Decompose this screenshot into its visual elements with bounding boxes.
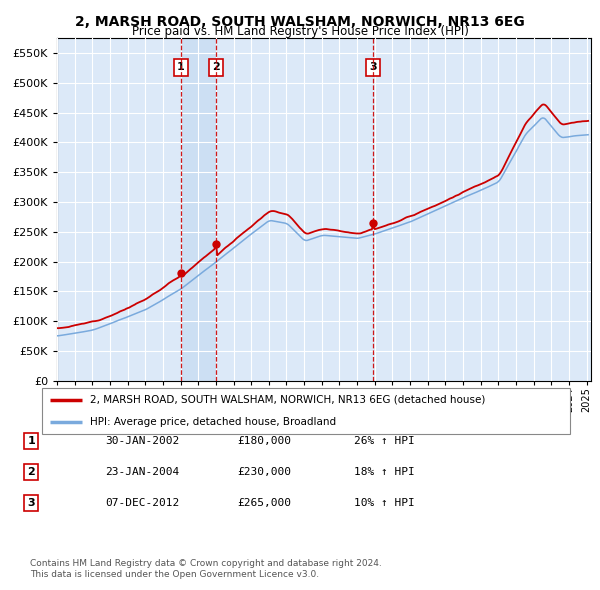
Text: 2, MARSH ROAD, SOUTH WALSHAM, NORWICH, NR13 6EG: 2, MARSH ROAD, SOUTH WALSHAM, NORWICH, N… (75, 15, 525, 29)
Text: 10% ↑ HPI: 10% ↑ HPI (354, 498, 415, 507)
Text: 23-JAN-2004: 23-JAN-2004 (105, 467, 179, 477)
Bar (181, 38, 216, 381)
Text: Contains HM Land Registry data © Crown copyright and database right 2024.: Contains HM Land Registry data © Crown c… (30, 559, 382, 568)
Text: £180,000: £180,000 (237, 437, 291, 446)
Text: 2, MARSH ROAD, SOUTH WALSHAM, NORWICH, NR13 6EG (detached house): 2, MARSH ROAD, SOUTH WALSHAM, NORWICH, N… (89, 395, 485, 405)
Text: 30-JAN-2002: 30-JAN-2002 (105, 437, 179, 446)
Text: HPI: Average price, detached house, Broadland: HPI: Average price, detached house, Broa… (89, 417, 335, 427)
Text: 18% ↑ HPI: 18% ↑ HPI (354, 467, 415, 477)
Text: 26% ↑ HPI: 26% ↑ HPI (354, 437, 415, 446)
Text: This data is licensed under the Open Government Licence v3.0.: This data is licensed under the Open Gov… (30, 571, 319, 579)
Text: 3: 3 (370, 63, 377, 73)
Text: 1: 1 (28, 437, 35, 446)
Text: 3: 3 (28, 498, 35, 507)
Text: 2: 2 (212, 63, 220, 73)
Text: 1: 1 (177, 63, 184, 73)
Text: 07-DEC-2012: 07-DEC-2012 (105, 498, 179, 507)
Text: Price paid vs. HM Land Registry's House Price Index (HPI): Price paid vs. HM Land Registry's House … (131, 25, 469, 38)
Text: £230,000: £230,000 (237, 467, 291, 477)
Text: 2: 2 (28, 467, 35, 477)
Text: £265,000: £265,000 (237, 498, 291, 507)
FancyBboxPatch shape (42, 388, 570, 434)
